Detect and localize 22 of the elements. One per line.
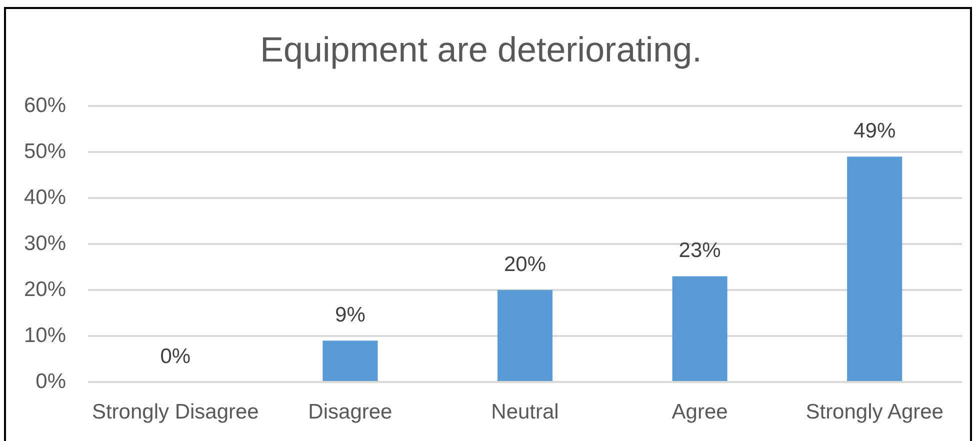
x-tick-label: Strongly Disagree <box>92 400 259 424</box>
x-tick-label: Agree <box>672 400 728 424</box>
y-tick-label: 20% <box>24 278 66 301</box>
y-tick-label: 0% <box>36 370 66 393</box>
x-tick-label: Disagree <box>308 400 392 424</box>
x-tick-label: Strongly Agree <box>806 400 944 424</box>
y-tick-label: 10% <box>24 324 66 347</box>
y-tick-label: 60% <box>24 94 66 117</box>
y-tick-label: 30% <box>24 232 66 255</box>
y-tick-label: 50% <box>24 140 66 163</box>
y-tick-label: 40% <box>24 186 66 209</box>
data-label: 9% <box>335 303 366 326</box>
bar <box>322 340 378 381</box>
data-label: 20% <box>504 252 546 276</box>
chart-title: Equipment are deteriorating. <box>260 30 702 70</box>
bar <box>672 276 728 381</box>
data-label: 0% <box>160 344 191 368</box>
data-label: 49% <box>854 119 896 142</box>
data-label: 23% <box>678 238 721 262</box>
x-tick-label: Neutral <box>491 400 559 424</box>
bar <box>847 156 902 381</box>
bar <box>497 290 553 381</box>
